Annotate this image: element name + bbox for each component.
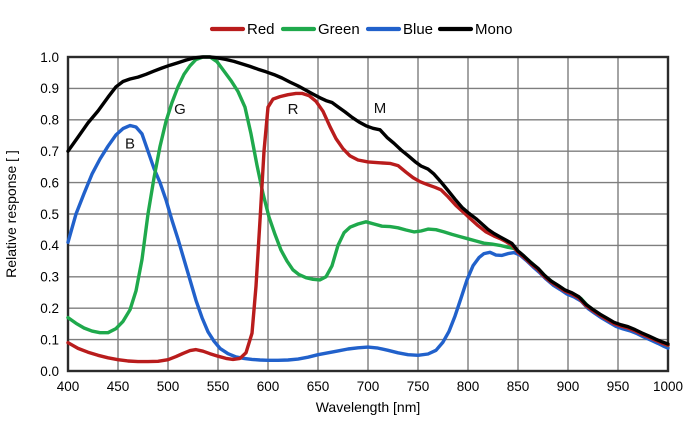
y-tick-label: 0.5 bbox=[40, 207, 59, 222]
x-tick-label: 400 bbox=[57, 379, 80, 394]
x-tick-label: 900 bbox=[557, 379, 580, 394]
y-tick-label: 1.0 bbox=[40, 50, 59, 65]
curve-label-b: B bbox=[125, 135, 135, 152]
x-axis-title: Wavelength [nm] bbox=[316, 399, 421, 415]
curve-label-r: R bbox=[288, 101, 299, 118]
x-tick-label: 650 bbox=[307, 379, 330, 394]
plot-border bbox=[66, 55, 670, 373]
y-tick-label: 0.1 bbox=[40, 332, 59, 347]
series-line-mono bbox=[66, 55, 670, 346]
x-tick-label: 750 bbox=[407, 379, 430, 394]
y-axis-title: Relative response [ ] bbox=[3, 150, 19, 278]
y-tick-label: 0.0 bbox=[40, 364, 59, 379]
legend-label-mono: Mono bbox=[475, 21, 513, 38]
x-tick-label: 1000 bbox=[653, 379, 683, 394]
x-tick-label: 950 bbox=[607, 379, 630, 394]
x-tick-label: 700 bbox=[357, 379, 380, 394]
y-tick-label: 0.8 bbox=[40, 113, 59, 128]
x-tick-label: 600 bbox=[257, 379, 280, 394]
x-tick-label: 450 bbox=[107, 379, 130, 394]
curve-label-g: G bbox=[174, 101, 186, 118]
x-tick-label: 850 bbox=[507, 379, 530, 394]
y-tick-label: 0.4 bbox=[40, 238, 59, 253]
y-tick-label: 0.2 bbox=[40, 301, 59, 316]
curve-label-m: M bbox=[374, 100, 387, 117]
legend-label-red: Red bbox=[247, 21, 275, 38]
x-tick-label: 500 bbox=[157, 379, 180, 394]
legend-label-blue: Blue bbox=[403, 21, 433, 38]
x-tick-label: 800 bbox=[457, 379, 480, 394]
y-tick-label: 0.9 bbox=[40, 81, 59, 96]
y-tick-label: 0.7 bbox=[40, 144, 59, 159]
legend-label-green: Green bbox=[318, 21, 360, 38]
x-tick-label: 550 bbox=[207, 379, 230, 394]
y-tick-label: 0.6 bbox=[40, 175, 59, 190]
y-tick-label: 0.3 bbox=[40, 270, 59, 285]
